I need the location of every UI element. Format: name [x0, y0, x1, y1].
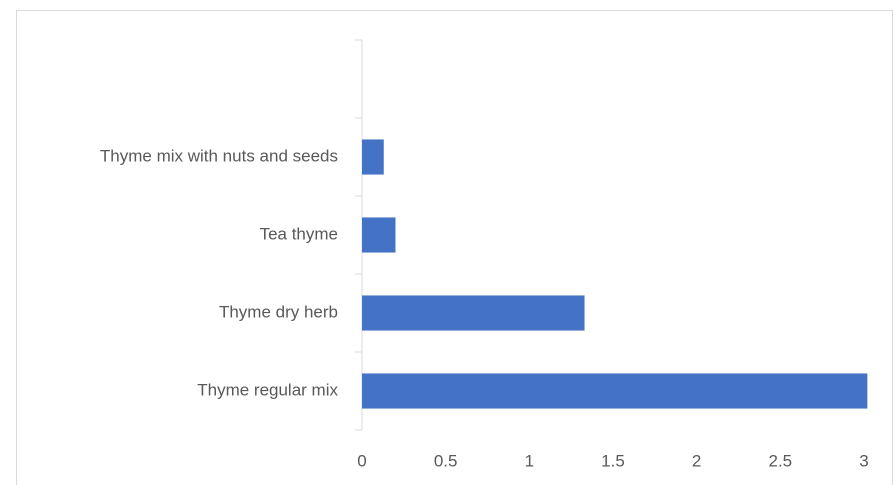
x-tick-label: 0.5 [434, 451, 458, 470]
x-tick-label: 2 [692, 451, 701, 470]
x-tick-label: 3 [859, 451, 868, 470]
x-tick-label: 0 [357, 451, 366, 470]
y-tick-label: Tea thyme [260, 224, 338, 243]
x-tick-label: 2.5 [769, 451, 793, 470]
y-tick-label: Thyme regular mix [197, 380, 338, 399]
y-tick-label: Thyme mix with nuts and seeds [100, 146, 338, 165]
bar [362, 373, 868, 409]
x-tick-label: 1.5 [601, 451, 625, 470]
x-tick-label: 1 [525, 451, 534, 470]
y-tick-label: Thyme dry herb [219, 302, 338, 321]
bar [362, 217, 396, 253]
bar [362, 295, 585, 331]
bar [362, 139, 384, 175]
chart-frame [16, 10, 893, 485]
